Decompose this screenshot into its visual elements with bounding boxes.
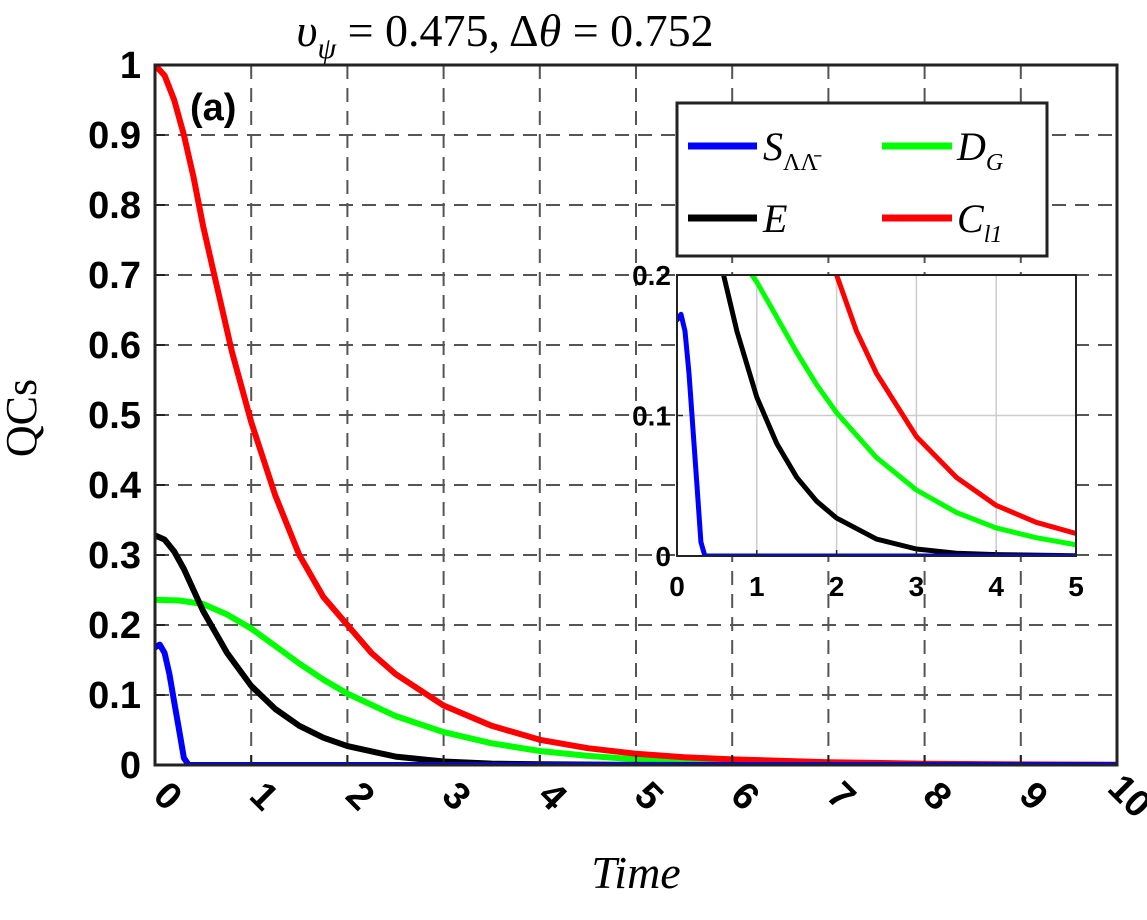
- series-line-e: [155, 532, 1117, 765]
- x-tick-label-5: 5: [626, 774, 671, 819]
- inset-series: [677, 275, 1076, 556]
- x-tick-label-3: 3: [434, 774, 479, 819]
- inset-y-tick-label-0-1: 0.1: [632, 401, 671, 432]
- y-tick-label-0: 0: [120, 745, 141, 787]
- y-tick-label-0-6: 0.6: [88, 325, 141, 367]
- y-tick-label-0-5: 0.5: [88, 395, 141, 437]
- y-tick-label-0-8: 0.8: [88, 185, 141, 227]
- inset-series-line-e: [720, 275, 1076, 556]
- inset-series-line-d-g: [748, 275, 1076, 548]
- y-tick-label-0-3: 0.3: [88, 535, 141, 577]
- x-tick-label-4: 4: [530, 774, 575, 819]
- legend-box: [675, 101, 1049, 258]
- y-tick-label-0-9: 0.9: [88, 115, 141, 157]
- panel-label: (a): [190, 87, 236, 129]
- inset-x-tick-label-4: 4: [988, 571, 1004, 602]
- y-tick-label-0-7: 0.7: [88, 255, 141, 297]
- y-tick-label-0-1: 0.1: [88, 675, 141, 717]
- legend-label-c: Cl1: [957, 196, 1002, 248]
- inset-x-tick-label-3: 3: [909, 571, 925, 602]
- main-ticks: 0 1 2 3 4 5 6 7 8 9 1000.10.20.30.40.50.60.70.80.9…: [88, 45, 1147, 826]
- legend-label-d: DG: [956, 124, 1003, 176]
- y-tick-label-1: 1: [120, 45, 141, 87]
- y-tick-label-0-4: 0.4: [88, 465, 141, 507]
- inset-y-tick-label-0: 0: [655, 541, 671, 572]
- x-tick-label-2: 2: [338, 774, 383, 819]
- x-tick-label-1: 1: [241, 774, 286, 819]
- x-tick-label-8: 8: [915, 774, 960, 819]
- x-tick-label-10: 10: [1100, 767, 1147, 827]
- y-tick-label-0-2: 0.2: [88, 605, 141, 647]
- inset-series-line-s: [677, 311, 1076, 556]
- legend-label-e: E: [762, 196, 787, 241]
- x-tick-label-0: 0: [145, 774, 190, 819]
- inset-ticks: 0 1 2 3 4 5 0 0.1 0.2: [632, 260, 1084, 602]
- inset-chart: 0 1 2 3 4 5 0 0.1 0.2: [632, 260, 1084, 602]
- inset-x-tick-label-2: 2: [829, 571, 845, 602]
- inset-x-tick-label-5: 5: [1068, 571, 1084, 602]
- inset-x-tick-label-1: 1: [749, 571, 765, 602]
- legend: SΛΛ̄ DG E Cl1: [675, 101, 1049, 258]
- chart-title: υψ = 0.475, Δθ = 0.752: [296, 5, 713, 65]
- y-axis-label: QCs: [0, 379, 46, 457]
- series-line-s: [155, 641, 1117, 765]
- x-tick-label-6: 6: [722, 774, 767, 819]
- inset-series-line-c-l1: [833, 275, 1076, 536]
- legend-label-s: SΛΛ̄: [763, 124, 822, 176]
- series-line-c-l1: [155, 65, 1117, 765]
- x-axis-label: Time: [591, 847, 680, 898]
- x-tick-label-7: 7: [819, 774, 864, 819]
- x-tick-label-9: 9: [1011, 774, 1056, 819]
- inset-x-tick-label-0: 0: [669, 571, 685, 602]
- inset-y-tick-label-0-2: 0.2: [632, 260, 671, 291]
